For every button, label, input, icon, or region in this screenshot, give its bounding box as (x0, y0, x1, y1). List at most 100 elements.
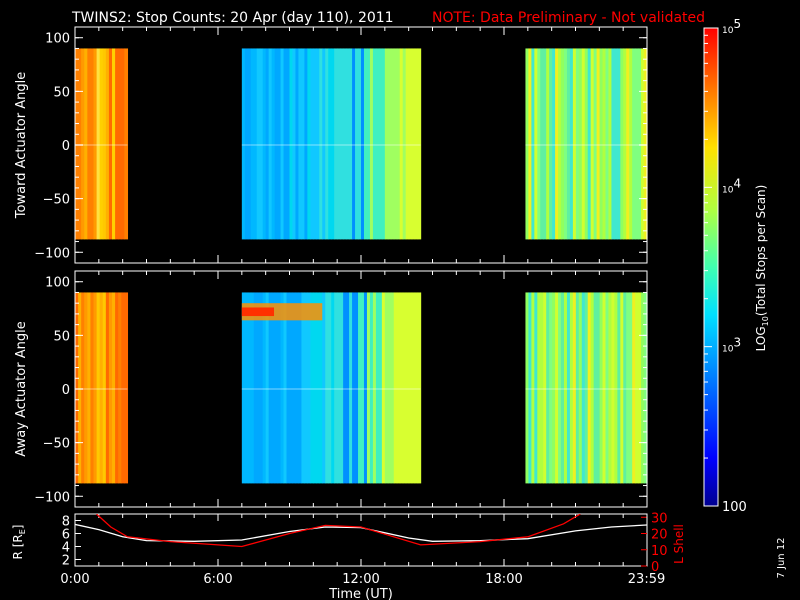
heatmap-column (393, 292, 398, 484)
heatmap-column (349, 292, 353, 484)
heatmap-column (337, 48, 341, 240)
heatmap-column (611, 48, 615, 240)
heatmap-column (635, 292, 639, 484)
heatmap-column (546, 292, 550, 484)
heatmap-column (93, 292, 98, 484)
heatmap-column (280, 292, 285, 484)
x-tick-label: 0:00 (60, 572, 89, 587)
heatmap-column (250, 48, 255, 240)
heatmap-column (599, 48, 604, 240)
heatmap-column (593, 48, 598, 240)
heatmap-column (632, 292, 636, 484)
heatmap-column (274, 48, 279, 240)
heatmap-column (537, 48, 541, 240)
left-y-tick-label: 6 (62, 528, 70, 543)
heatmap-column (537, 292, 541, 484)
heatmap-column (310, 292, 314, 484)
heatmap-block-1 (75, 48, 129, 240)
heatmap-column (331, 292, 335, 484)
heatmap-column (256, 48, 261, 240)
heatmap-column (334, 292, 338, 484)
heatmap-column (313, 48, 317, 240)
heatmap-column (590, 48, 595, 240)
heatmap-column (552, 292, 556, 484)
x-axis-label: Time (UT) (328, 587, 393, 600)
heatmap-column (540, 48, 544, 240)
l-shell-line (96, 514, 581, 548)
colorbar-tick-label: 100 (722, 500, 747, 515)
heatmap-column (283, 48, 288, 240)
heatmap-column (361, 292, 365, 484)
heatmap-column (569, 48, 574, 240)
heatmap-column (566, 292, 571, 484)
colorbar-ticks: 105 104 103 100 (704, 17, 747, 515)
heatmap-column (90, 292, 95, 484)
heatmap-column (325, 48, 329, 240)
heatmap-column (78, 48, 82, 240)
heatmap-column (241, 292, 246, 484)
heatmap-column (268, 48, 273, 240)
heatmap-column (118, 48, 122, 240)
heatmap-column (644, 292, 648, 484)
heatmap-column (84, 48, 88, 240)
y-tick-label: −50 (43, 437, 70, 452)
heatmap-column (596, 292, 601, 484)
heatmap-column (298, 48, 303, 240)
heatmap-column (372, 292, 377, 484)
heatmap-column (620, 292, 624, 484)
heatmap-column (78, 292, 82, 484)
y-tick-label: 100 (45, 32, 70, 47)
heatmap-column (337, 292, 341, 484)
heatmap-column (555, 48, 559, 240)
colorbar-tick-label: 103 (722, 336, 741, 355)
heatmap-column (331, 48, 335, 240)
heatmap-column (334, 48, 338, 240)
heatmap-column (534, 48, 538, 240)
heatmap-column (253, 48, 258, 240)
heatmap-column (112, 48, 116, 240)
heatmap-column (124, 48, 129, 240)
heatmap-column (96, 292, 101, 484)
heatmap-column (528, 48, 532, 240)
heatmap-column (408, 48, 413, 240)
heatmap-column (405, 292, 410, 484)
heatmap-column (417, 48, 422, 240)
y-tick-label: −100 (34, 246, 70, 261)
heatmap-column (325, 292, 329, 484)
heatmap-column (105, 292, 110, 484)
heatmap-column (552, 48, 556, 240)
heatmap-column (402, 292, 407, 484)
heatmap-column (641, 48, 645, 240)
heatmap-column (121, 48, 125, 240)
y-tick-label: 100 (45, 276, 70, 291)
heatmap-column (408, 292, 413, 484)
heatmap-column (108, 48, 113, 240)
heatmap-column (87, 48, 92, 240)
colorbar-tick-label: 104 (722, 176, 741, 195)
heatmap-column (543, 292, 547, 484)
heatmap-column (244, 48, 249, 240)
heatmap-column (405, 48, 410, 240)
heatmap-column (253, 292, 258, 484)
heatmap-column (387, 48, 392, 240)
right-y-tick-label: 30 (651, 511, 668, 526)
heatmap-column (292, 292, 297, 484)
heatmap-column (525, 292, 530, 484)
y-tick-label: −50 (43, 193, 70, 208)
heatmap-column (319, 48, 323, 240)
heatmap-column (343, 292, 347, 484)
heatmap-column (540, 292, 544, 484)
heatmap-column (271, 48, 276, 240)
heatmap-column (87, 292, 92, 484)
heatmap-column (352, 48, 356, 240)
heatmap-column (587, 48, 592, 240)
heatmap-column (93, 48, 98, 240)
heatmap-column (102, 292, 107, 484)
heatmap-column (99, 292, 104, 484)
heatmap-column (295, 48, 300, 240)
heatmap-column (256, 292, 261, 484)
heatmap-column (244, 292, 249, 484)
heatmap-column (277, 48, 282, 240)
heatmap-column (399, 48, 404, 240)
